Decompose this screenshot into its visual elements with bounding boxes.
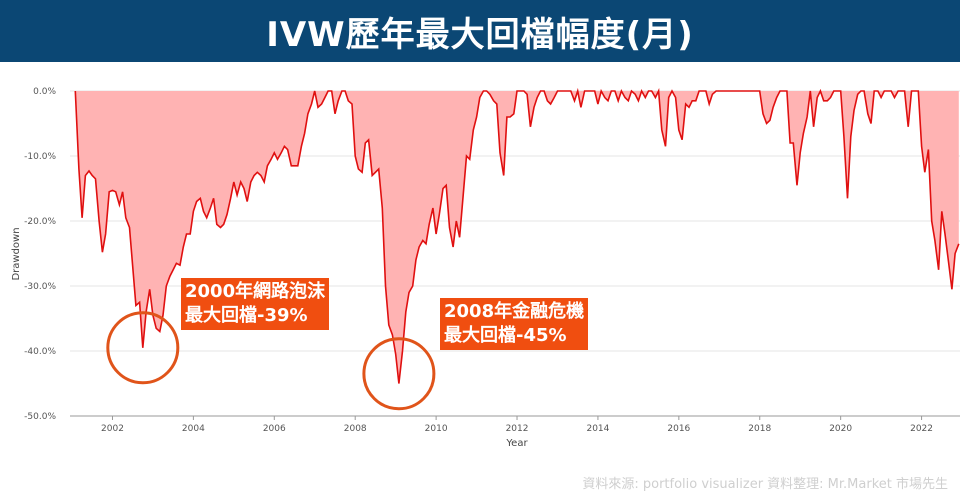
x-tick-label: 2010 [425,424,448,434]
annotation-gfc-line1: 2008年金融危機 [444,301,585,322]
x-tick-label: 2006 [263,424,286,434]
highlight-circle-gfc [362,337,436,411]
x-axis: 2002 2004 2006 2008 2010 2012 2014 2016 2018 2020… [101,416,933,434]
x-axis-title: Year [505,438,528,449]
y-axis: 0.0% -10.0% -20.0% -30.0% -40.0% -50.0% [24,87,56,422]
drawdown-chart: 0.0%-10.0%-20.0%-30.0%-40.0%-50.0% 2002 2… [11,87,960,449]
annotation-gfc: 2008年金融危機 最大回檔-45% [440,298,589,350]
highlight-circle-dotcom [106,311,180,385]
y-axis-title: Drawdown [11,227,22,280]
annotation-dotcom: 2000年網路泡沫 最大回檔-39% [181,278,330,330]
x-tick-label: 2016 [667,424,690,434]
x-tick-label: 2014 [586,424,609,434]
x-tick-label: 2002 [101,424,124,434]
x-tick-label: 2012 [506,424,529,434]
y-tick-label: -30.0% [24,282,56,292]
x-tick-label: 2018 [748,424,771,434]
y-tick-label: -50.0% [24,412,56,422]
x-tick-label: 2020 [829,424,852,434]
page-title: IVW歷年最大回檔幅度(月) [0,0,960,62]
x-tick-label: 2022 [910,424,933,434]
highlight-circles [106,311,436,411]
y-tick-label: -10.0% [24,152,56,162]
x-tick-label: 2008 [344,424,367,434]
source-credit: 資料來源: portfolio visualizer 資料整理: Mr.Mark… [582,477,948,492]
annotation-dotcom-line2: 最大回檔-39% [185,305,308,326]
drawdown-area [75,91,959,384]
drawdown-line [74,87,960,384]
x-tick-label: 2004 [182,424,205,434]
annotation-gfc-line2: 最大回檔-45% [444,325,567,346]
y-tick-label: -40.0% [24,347,56,357]
y-tick-label: -20.0% [24,217,56,227]
annotation-dotcom-line1: 2000年網路泡沫 [185,281,326,302]
y-tick-label: 0.0% [33,87,56,97]
